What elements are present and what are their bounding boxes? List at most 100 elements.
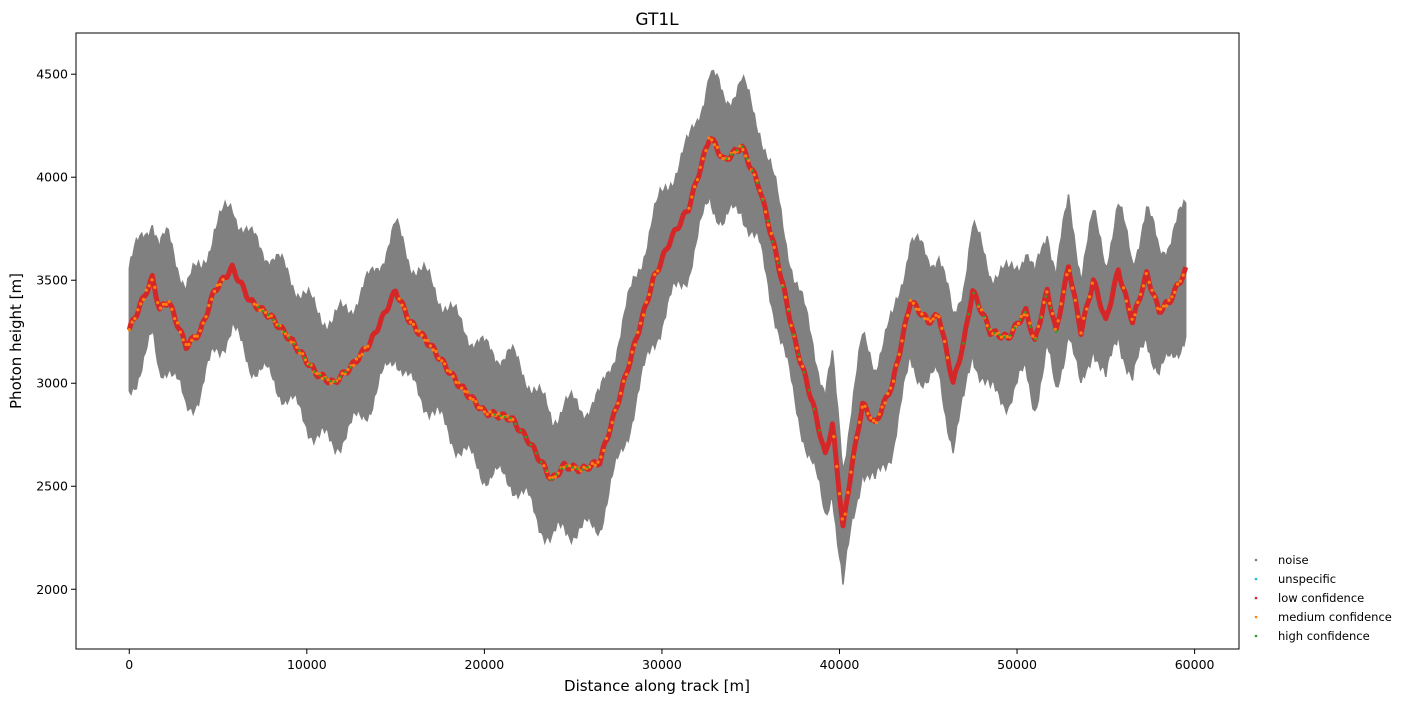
medium-confidence-point (491, 413, 495, 417)
plot-frame (75, 32, 1240, 650)
high-confidence-point (287, 336, 291, 340)
medium-confidence-point (542, 464, 546, 468)
medium-confidence-point (326, 378, 330, 382)
medium-confidence-point (889, 386, 893, 390)
medium-confidence-point (704, 149, 708, 153)
medium-confidence-point (866, 411, 870, 416)
medium-confidence-point (400, 303, 404, 307)
medium-confidence-point (346, 368, 350, 372)
medium-confidence-point (908, 298, 913, 302)
medium-confidence-point (854, 436, 859, 440)
medium-confidence-point (897, 352, 901, 356)
high-confidence-point (333, 380, 337, 383)
medium-confidence-point (184, 342, 188, 347)
high-confidence-point (261, 309, 265, 313)
high-confidence-point (776, 261, 780, 265)
medium-confidence-point (874, 421, 879, 425)
high-confidence-point (277, 324, 280, 328)
medium-confidence-point (144, 288, 148, 292)
medium-confidence-point (1053, 327, 1057, 331)
medium-confidence-point (758, 189, 762, 193)
medium-confidence-point (193, 334, 197, 338)
medium-confidence-point (360, 352, 364, 356)
medium-confidence-point (488, 410, 492, 414)
medium-confidence-point (940, 326, 944, 330)
x-tick-label: 50000 (997, 657, 1037, 672)
medium-confidence-point (641, 313, 646, 317)
medium-confidence-point (1011, 328, 1015, 332)
y-tick-label: 2500 (36, 479, 68, 494)
medium-confidence-point (462, 389, 467, 393)
medium-confidence-point (428, 344, 432, 348)
high-confidence-point (812, 407, 816, 411)
medium-confidence-point (1051, 312, 1055, 316)
medium-confidence-point (147, 284, 151, 288)
medium-confidence-point (448, 370, 452, 374)
high-confidence-point (1013, 326, 1017, 330)
high-confidence-point (1023, 310, 1027, 314)
high-confidence-point (339, 375, 342, 379)
medium-confidence-point (420, 333, 424, 337)
medium-confidence-point (1161, 304, 1165, 308)
high-confidence-point (967, 312, 970, 316)
y-tick-label: 2000 (36, 582, 68, 597)
high-confidence-point (529, 443, 533, 446)
medium-confidence-point (562, 465, 566, 469)
medium-confidence-point (1059, 302, 1063, 306)
medium-confidence-point (474, 400, 478, 404)
medium-confidence-point (454, 380, 458, 384)
medium-confidence-point (693, 185, 697, 189)
high-confidence-point (570, 466, 574, 469)
medium-confidence-point (619, 391, 623, 395)
high-confidence-point (555, 473, 558, 476)
medium-confidence-point (298, 351, 302, 355)
medium-confidence-point (207, 303, 211, 308)
y-tick-label: 3000 (36, 376, 68, 391)
medium-confidence-point (630, 350, 634, 354)
high-confidence-point (267, 313, 270, 317)
medium-confidence-point (846, 490, 850, 495)
high-confidence-point (493, 413, 497, 416)
medium-confidence-point (215, 283, 219, 287)
medium-confidence-point (880, 405, 884, 409)
medium-confidence-point (1130, 317, 1134, 321)
medium-confidence-point (1045, 290, 1049, 294)
medium-confidence-point (363, 346, 367, 350)
high-confidence-point (766, 219, 770, 222)
high-confidence-point (550, 478, 553, 481)
medium-confidence-point (176, 321, 180, 325)
medium-confidence-point (772, 245, 776, 249)
medium-confidence-point (602, 448, 606, 453)
medium-confidence-point (795, 346, 799, 350)
medium-confidence-point (653, 272, 657, 277)
medium-confidence-point (1167, 298, 1171, 302)
medium-confidence-point (1065, 273, 1069, 277)
high-confidence-point (735, 149, 739, 152)
medium-confidence-point (1087, 295, 1092, 299)
medium-confidence-point (1022, 313, 1026, 317)
medium-confidence-point (613, 408, 617, 412)
medium-confidence-point (485, 412, 489, 416)
medium-confidence-point (301, 352, 305, 356)
medium-confidence-point (201, 321, 205, 325)
medium-confidence-point (744, 154, 748, 158)
medium-confidence-point (979, 308, 984, 312)
x-tick-label: 0 (125, 657, 133, 672)
medium-confidence-point (426, 338, 430, 343)
medium-confidence-point (340, 371, 344, 375)
medium-confidence-point (596, 460, 600, 464)
medium-confidence-point (911, 301, 916, 305)
y-axis: 2000 2500 3000 3500 4000 4500 (36, 67, 76, 597)
medium-confidence-point (1178, 279, 1182, 283)
medium-confidence-point (926, 317, 930, 321)
medium-confidence-point (136, 308, 140, 312)
medium-confidence-point (1147, 280, 1151, 284)
high-confidence-point (1044, 295, 1048, 298)
medium-confidence-point (479, 406, 484, 410)
x-tick-label: 20000 (464, 657, 504, 672)
medium-confidence-point (789, 323, 793, 328)
high-confidence-point (318, 374, 322, 377)
medium-confidence-point (127, 328, 131, 332)
high-confidence-point (344, 370, 347, 374)
high-confidence-point (740, 145, 744, 148)
